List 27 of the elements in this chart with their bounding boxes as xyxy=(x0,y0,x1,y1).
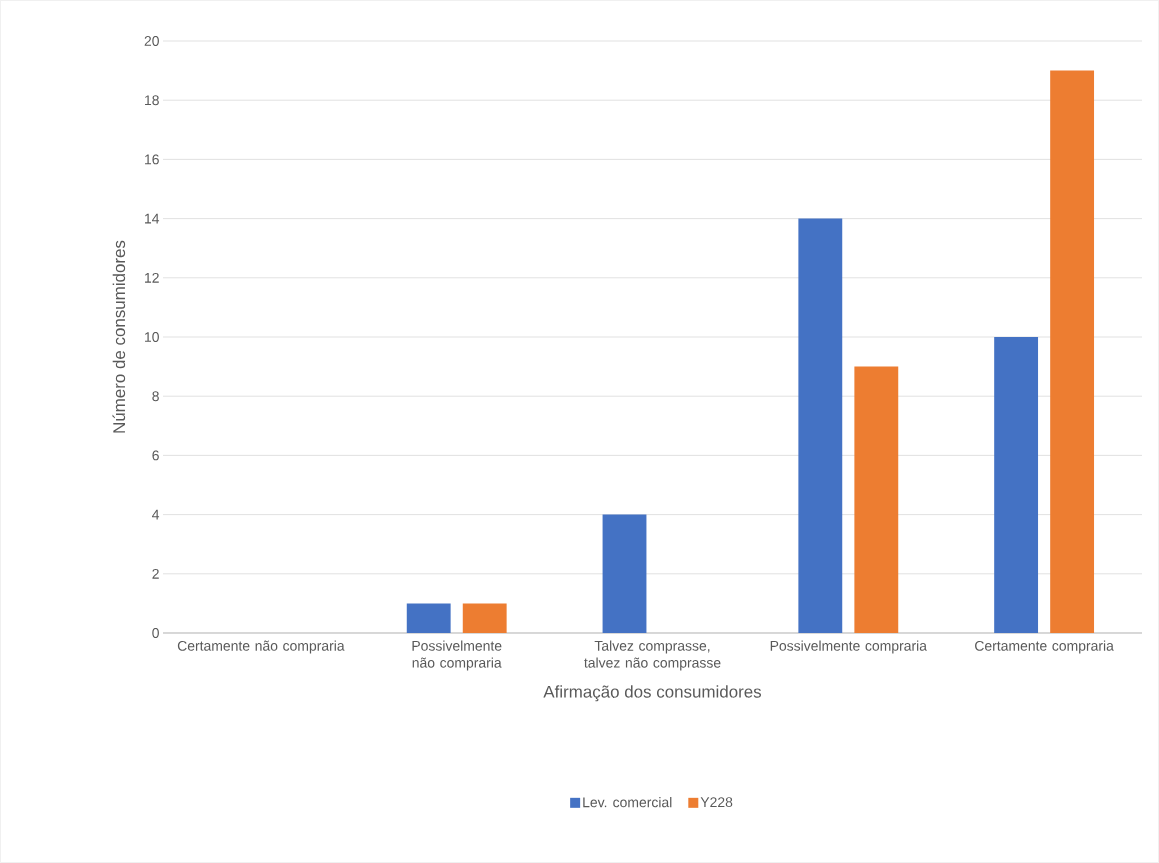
y-axis-title: Número de consumidores xyxy=(112,240,126,433)
legend-label: Lev. comercial xyxy=(583,797,672,808)
y-tick-label: 14 xyxy=(145,213,160,224)
y-tick-label: 18 xyxy=(145,95,159,106)
bar xyxy=(994,337,1039,633)
y-tick-label: 6 xyxy=(152,450,159,461)
bar xyxy=(854,366,899,633)
bar xyxy=(462,603,507,633)
x-tick-label: Possivelmente compraria xyxy=(770,640,927,654)
x-axis-title: Afirmação dos consumidores xyxy=(543,685,762,702)
bar xyxy=(798,218,843,633)
x-tick-label: Certamente não compraria xyxy=(177,640,345,654)
x-tick-label: Certamente compraria xyxy=(975,640,1114,654)
x-tick-label: Talvez comprasse, talvez não comprasse xyxy=(584,640,721,671)
y-tick-label: 12 xyxy=(145,272,159,283)
x-tick-label: Possivelmente não compraria xyxy=(412,640,502,671)
y-tick-label: 0 xyxy=(152,628,159,638)
bar xyxy=(602,514,647,633)
y-tick-label: 2 xyxy=(152,568,159,579)
y-tick-label: 20 xyxy=(144,36,159,46)
bar xyxy=(406,603,451,633)
y-tick-label: 10 xyxy=(145,332,159,342)
legend-label: Y228 xyxy=(700,797,733,808)
y-tick-label: 16 xyxy=(145,154,159,165)
bar xyxy=(1050,70,1095,633)
y-tick-label: 8 xyxy=(152,391,159,402)
y-tick-label: 4 xyxy=(152,509,160,520)
